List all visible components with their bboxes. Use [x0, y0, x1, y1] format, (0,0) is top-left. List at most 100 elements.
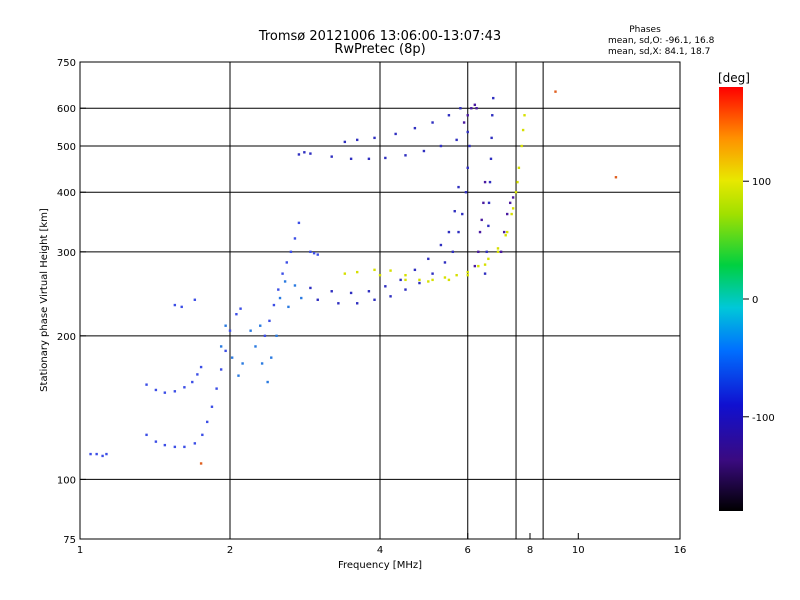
data-point [614, 176, 618, 179]
data-point [219, 368, 223, 371]
data-point [464, 191, 468, 194]
data-point [260, 362, 264, 365]
data-point [511, 196, 515, 199]
data-point [461, 212, 464, 216]
data-point [466, 130, 469, 134]
data-point [480, 218, 483, 222]
data-point [337, 302, 340, 305]
data-point [418, 278, 421, 282]
data-point [343, 272, 347, 275]
data-point [215, 387, 218, 390]
data-point [297, 153, 301, 156]
data-point [154, 388, 158, 392]
data-point [285, 261, 288, 264]
data-point [191, 380, 194, 384]
data-point [309, 152, 312, 155]
data-point [373, 298, 376, 301]
data-point [367, 157, 371, 161]
data-point [453, 209, 456, 213]
data-point [404, 154, 407, 157]
data-point [466, 273, 469, 277]
data-point [316, 298, 319, 301]
colorbar-label: [deg] [718, 71, 750, 85]
data-point [183, 386, 186, 389]
data-point [384, 285, 387, 288]
data-point [492, 96, 495, 100]
data-point [431, 121, 434, 124]
colorbar-tick-label: 0 [752, 295, 758, 306]
data-point [297, 221, 301, 225]
data-point [228, 329, 232, 332]
data-point [201, 433, 204, 437]
data-point [281, 272, 284, 275]
data-point [399, 278, 402, 282]
data-point [183, 445, 186, 449]
data-point [443, 276, 447, 279]
data-point [504, 234, 507, 237]
data-point [422, 149, 426, 153]
data-point [199, 462, 203, 465]
data-point [101, 454, 104, 458]
data-point [447, 278, 451, 282]
data-point [459, 107, 462, 110]
colorbar [719, 87, 743, 511]
data-point [163, 443, 167, 447]
data-point [483, 180, 487, 184]
data-point [173, 390, 177, 393]
data-point [496, 250, 500, 254]
data-point [303, 151, 306, 154]
data-point [427, 280, 430, 283]
data-point [554, 90, 557, 93]
data-point [289, 250, 293, 254]
data-point [95, 452, 98, 456]
data-point [514, 191, 518, 194]
data-point [487, 224, 490, 228]
data-point [404, 273, 407, 277]
data-point [485, 250, 488, 254]
data-point [511, 207, 515, 210]
data-point [309, 250, 312, 254]
y-tick-label: 75 [63, 535, 76, 546]
data-point [431, 278, 434, 282]
x-tick-label: 8 [527, 545, 533, 556]
data-point [491, 114, 494, 117]
data-point [278, 296, 282, 300]
data-point [496, 247, 500, 250]
data-point [510, 212, 513, 216]
data-point [490, 136, 493, 140]
chart-subtitle: RwPretec (8p) [334, 42, 425, 57]
data-point [224, 324, 227, 327]
x-tick-label: 16 [674, 545, 687, 556]
colorbar-ticks: 100 0 -100 [743, 177, 775, 424]
data-point [482, 201, 485, 205]
axis-ticks: 1 2 4 6 8 10 16 75 100 200 300 400 500 600 750 [57, 58, 686, 556]
data-point [451, 250, 455, 254]
colorbar-tick-label: 100 [752, 177, 771, 188]
data-point [466, 114, 469, 117]
data-point [462, 121, 466, 124]
y-tick-label: 600 [57, 104, 76, 115]
data-point [373, 136, 376, 140]
data-point [300, 296, 303, 300]
data-point [404, 288, 407, 291]
data-point [389, 295, 392, 298]
data-point [378, 273, 382, 277]
data-point [418, 281, 421, 285]
data-point [249, 329, 252, 332]
data-point [455, 273, 458, 277]
data-point [230, 356, 234, 359]
y-tick-label: 200 [57, 332, 76, 343]
data-point [473, 264, 477, 268]
data-point [145, 433, 148, 437]
data-point [523, 114, 526, 117]
y-tick-label: 750 [57, 58, 76, 69]
data-point [180, 305, 183, 309]
y-tick-label: 400 [57, 188, 76, 199]
data-point [466, 166, 469, 170]
data-point [193, 442, 197, 445]
data-point [470, 107, 473, 110]
data-point [404, 278, 407, 282]
data-point [239, 307, 242, 310]
data-point [277, 288, 280, 291]
data-point [455, 138, 458, 142]
